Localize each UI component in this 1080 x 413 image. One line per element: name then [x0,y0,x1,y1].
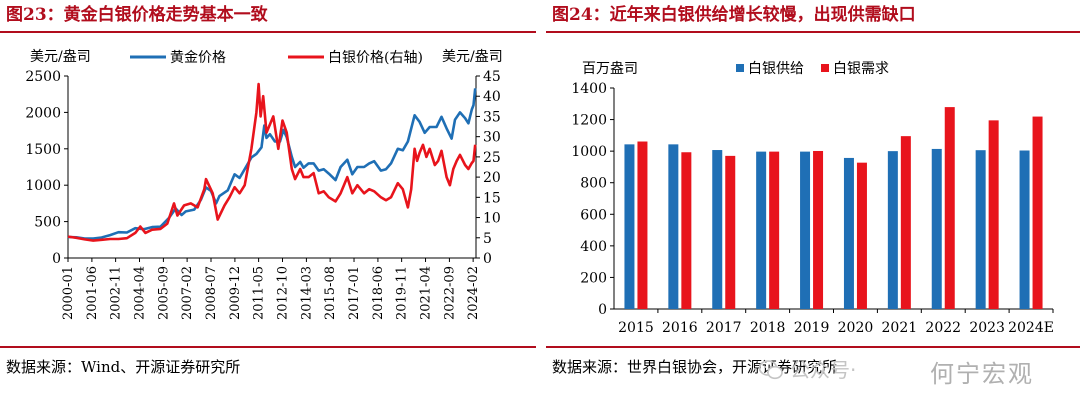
x-tick-label: 2017-01 [347,266,362,320]
demand-bar [988,120,999,309]
demand-bar [681,152,692,309]
y-tick-label: 2500 [25,69,61,85]
y-tick-label: 1500 [25,142,61,158]
demand-bar [813,150,824,309]
demand-bar [944,107,955,310]
y-tick-label: 500 [34,215,61,231]
supply-bar [887,151,898,309]
source-divider [546,346,1080,348]
x-tick-label: 2020 [838,320,874,336]
y-tick-label: 1400 [571,81,607,97]
y-tick-label: 2000 [25,105,61,121]
demand-bar [637,141,648,309]
x-tick-label: 2021-04 [419,266,434,320]
legend-swatch [736,64,744,72]
x-tick-label: 2017 [706,320,742,336]
silver-supply-demand-bar-chart: 0 200 400 600 800 1000 1200 1400 百万盎司 白银供给 白银需求 201… [571,61,1054,336]
gold-silver-line-chart: 0 500 1000 1500 2000 2500 0 5 10 15 20 25 30 35 40 45 20… [25,49,503,320]
y2-tick-label: 35 [483,109,501,125]
source-note: 数据来源：世界白银协会，开源证券研究所 [552,358,838,376]
x-tick-label: 2005-09 [156,266,171,320]
demand-bar [769,151,780,309]
figure-23-panel: 图23：黄金白银价格走势基本一致 0 500 1000 1500 2000 2500 0 5 1… [0,0,536,413]
y2-tick-label: 25 [483,150,501,166]
legend-label: 黄金价格 [170,49,226,66]
source-note: 数据来源：Wind、开源证券研究所 [6,358,241,376]
watermark-overlay-text: 公众号· [790,358,857,382]
x-tick-label: 2022-09 [442,266,457,320]
x-tick-label: 2008-07 [204,266,219,320]
supply-bar [624,144,635,309]
title-divider [546,31,1080,33]
x-tick-label: 2021 [882,320,918,336]
y-axis-label: 百万盎司 [582,61,638,77]
figure-24-panel: 图24：近年来白银供给增长较慢，出现供需缺口 0 200 400 600 800 1000… [546,0,1080,413]
y-tick-label: 400 [580,239,607,255]
x-tick-label: 2009-12 [228,266,243,320]
x-tick-label: 2016 [662,320,698,336]
x-tick-label: 2007-02 [180,266,195,320]
legend-label: 白银价格(右轴) [328,50,423,66]
title-divider [0,31,536,33]
x-tick-label: 2011-05 [252,266,267,320]
y-tick-label: 200 [580,270,607,286]
supply-bar [712,150,723,309]
supply-bar [668,144,679,309]
y2-tick-label: 30 [483,130,501,146]
x-tick-label: 2014-03 [299,266,314,320]
y-tick-label: 800 [580,176,607,192]
legend-label: 白银需求 [833,61,889,77]
demand-bar [900,136,911,309]
x-tick-label: 2019 [794,320,830,336]
y2-axis-label: 美元/盎司 [442,49,503,65]
x-tick-label: 2001-06 [85,266,100,320]
supply-bar [756,151,767,309]
y-tick-label: 0 [52,251,61,267]
x-tick-label: 2000-01 [61,266,76,320]
silver-price-line [67,82,477,242]
x-tick-label: 2002-11 [109,266,124,320]
supply-bar [843,157,854,309]
x-tick-label: 2023 [969,320,1005,336]
y2-tick-label: 40 [483,89,501,105]
figure-title: 图23：黄金白银价格走势基本一致 [6,5,268,25]
source-divider [0,346,536,348]
x-tick-label: 2022 [925,320,961,336]
supply-bar [800,151,811,309]
demand-bar [725,155,736,309]
x-tick-label: 2004-04 [133,266,148,320]
x-tick-label: 2012-10 [276,266,291,320]
watermark-brand: 何宁宏观 [930,360,1034,388]
x-tick-label: 2019-11 [395,266,410,320]
demand-bar [856,162,867,309]
x-tick-label: 2018-06 [371,266,386,320]
demand-bar [1032,116,1043,309]
y2-tick-label: 15 [483,190,501,206]
y2-tick-label: 20 [483,170,501,186]
x-tick-label: 2018 [750,320,786,336]
supply-bar [1019,150,1030,309]
y-tick-label: 0 [598,302,607,318]
figure-title: 图24：近年来白银供给增长较慢，出现供需缺口 [552,5,916,25]
y-tick-label: 1200 [571,113,607,129]
x-tick-label: 2024E [1008,320,1054,336]
y2-tick-label: 45 [483,69,501,85]
y2-tick-label: 10 [483,211,501,227]
x-tick-label: 2024-02 [466,266,481,320]
y2-tick-label: 0 [483,251,492,267]
y-axis-label: 美元/盎司 [30,49,91,65]
legend-swatch [821,64,829,72]
x-tick-label: 2015 [618,320,654,336]
legend-label: 白银供给 [748,61,804,77]
supply-bar [931,148,942,309]
x-tick-label: 2015-08 [323,266,338,320]
wechat-icon [759,360,783,380]
y-tick-label: 600 [580,207,607,223]
supply-bar [975,150,986,309]
y-tick-label: 1000 [571,144,607,160]
y-tick-label: 1000 [25,178,61,194]
y2-tick-label: 5 [483,231,492,247]
